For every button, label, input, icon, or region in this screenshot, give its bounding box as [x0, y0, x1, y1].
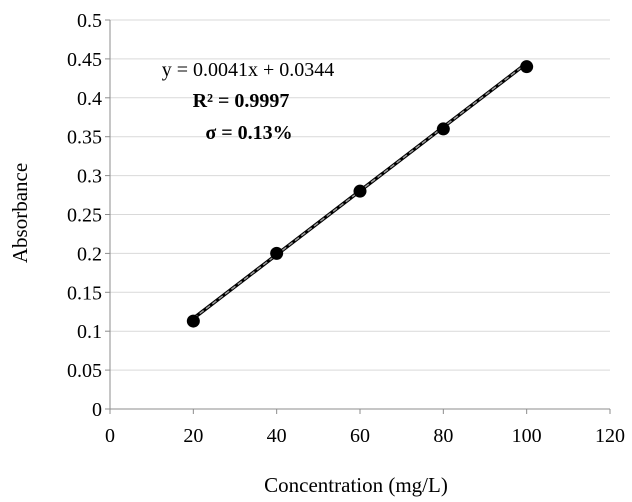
y-tick-label-7: 0.35: [67, 127, 102, 149]
x-tick-label-6: 120: [595, 425, 625, 447]
y-tick-label-10: 0.5: [77, 10, 102, 32]
data-point-0-1: [270, 246, 284, 260]
axes: [105, 19, 611, 414]
r-squared-annotation: R² = 0.9997: [193, 90, 290, 112]
grid-lines: [110, 19, 610, 371]
y-axis-title: Absorbance: [8, 163, 32, 263]
y-tick-label-3: 0.15: [67, 282, 102, 304]
y-tick-label-5: 0.25: [67, 205, 102, 227]
y-tick-label-9: 0.45: [67, 49, 102, 71]
data-point-0-4: [520, 60, 534, 74]
data-point-0-0: [186, 314, 200, 328]
x-axis-title: Concentration (mg/L): [264, 473, 448, 497]
x-tick-label-3: 60: [350, 425, 370, 447]
x-tick-label-5: 100: [512, 425, 542, 447]
data-point-0-2: [353, 184, 367, 198]
x-tick-label-4: 80: [433, 425, 453, 447]
data-point-0-3: [436, 122, 450, 136]
equation-annotation: y = 0.0041x + 0.0344: [162, 59, 335, 81]
y-tick-label-0: 0: [92, 399, 102, 421]
tick-labels: 0 0.05 0.1 0.15 0.2 0.25 0.3 0.35 0.4 0.45 0.5 0 20 4…: [67, 10, 625, 447]
sigma-annotation: σ = 0.13%: [205, 122, 292, 144]
x-tick-label-0: 0: [105, 425, 115, 447]
y-tick-label-2: 0.1: [77, 321, 102, 343]
data-points: [186, 60, 534, 328]
x-tick-label-2: 40: [267, 425, 287, 447]
y-tick-label-8: 0.4: [77, 88, 102, 110]
x-tick-label-1: 20: [183, 425, 203, 447]
y-tick-label-1: 0.05: [67, 360, 102, 382]
y-tick-label-4: 0.2: [77, 243, 102, 265]
y-tick-label-6: 0.3: [77, 166, 102, 188]
